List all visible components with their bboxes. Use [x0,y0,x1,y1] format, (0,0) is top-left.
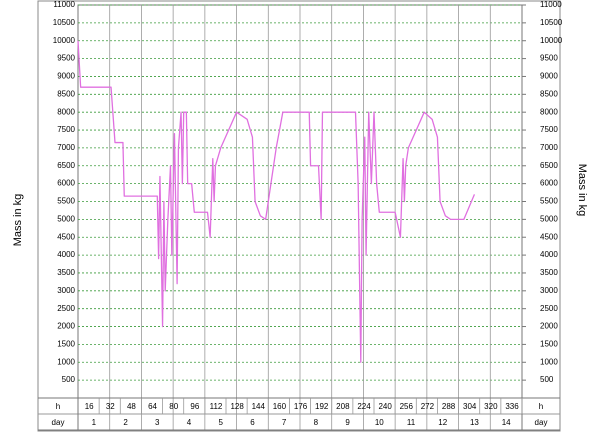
y-tick-label: 500 [62,375,76,384]
day-label: 6 [250,418,255,427]
y-tick-label: 7000 [57,143,75,152]
y-tick-label: 4000 [57,250,75,259]
y-tick-label: 9000 [57,72,75,81]
x-tick-label: 160 [273,402,287,411]
y-axis-title: Mass in kg [12,194,24,247]
y2-tick-label: 7500 [540,125,558,134]
y2-tick-label: 6000 [540,179,558,188]
y2-tick-label: 8500 [540,89,558,98]
day-label: 7 [282,418,287,427]
y-tick-label: 8500 [57,89,75,98]
y-tick-label: 6500 [57,161,75,170]
x-tick-label: 256 [400,402,414,411]
x-tick-label: 304 [463,402,477,411]
day-label: 1 [92,418,97,427]
day-label: 2 [123,418,128,427]
x-tick-label: 240 [378,402,392,411]
y-tick-label: 9500 [57,54,75,63]
day-label: 5 [218,418,223,427]
y-tick-label: 1000 [57,357,75,366]
y-tick-label: 5000 [57,214,75,223]
data-line [77,40,476,363]
x-tick-label: 176 [294,402,308,411]
y-tick-label: 8000 [57,107,75,116]
day-label: 4 [187,418,192,427]
y2-tick-label: 4500 [540,232,558,241]
y-tick-label: 7500 [57,125,75,134]
x-tick-label: 192 [315,402,329,411]
y2-tick-label: 500 [540,375,554,384]
x-tick-label: 336 [505,402,519,411]
x-tick-label: 320 [484,402,498,411]
y2-tick-label: 6500 [540,161,558,170]
y2-tick-label: 10500 [540,18,563,27]
x-tick-label: 128 [230,402,244,411]
x-tick-label: 208 [336,402,350,411]
x-tick-label: 48 [127,402,136,411]
y-tick-label: 2000 [57,322,75,331]
chart-frame [37,0,561,432]
y-tick-label: 11000 [53,0,75,9]
y2-tick-label: 9500 [540,54,558,63]
y2-tick-label: 8000 [540,107,558,116]
y-tick-label: 1500 [57,340,75,349]
day-label: 13 [470,418,479,427]
y2-tick-label: 1500 [540,340,558,349]
x-tick-label: 96 [190,402,199,411]
y2-tick-label: 4000 [540,250,558,259]
y-tick-label: 2500 [57,304,75,313]
x-tick-label: 16 [85,402,94,411]
y2-tick-label: 10000 [540,36,563,45]
y2-tick-label: 7000 [540,143,558,152]
y2-tick-label: 1000 [540,357,558,366]
y2-tick-label: 9000 [540,72,558,81]
y2-tick-label: 11000 [540,0,562,9]
y-tick-label: 6000 [57,179,75,188]
y2-tick-label: 2000 [540,322,558,331]
day-label: 12 [438,418,447,427]
x-tick-label: 288 [442,402,456,411]
y2-tick-label: 5000 [540,214,558,223]
row-label: day [52,418,65,427]
x-tick-label: 80 [169,402,178,411]
y2-tick-label: 5500 [540,197,558,206]
y2-tick-label: 3500 [540,268,558,277]
x-tick-label: 272 [421,402,435,411]
x-tick-label: 224 [357,402,371,411]
row-label: day [535,418,548,427]
y-tick-label: 3000 [57,286,75,295]
x-tick-label: 112 [210,402,223,411]
y-tick-label: 5500 [57,197,75,206]
x-tick-label: 32 [106,402,115,411]
x-tick-label: 144 [252,402,266,411]
day-label: 10 [375,418,384,427]
day-label: 8 [314,418,319,427]
y2-tick-label: 2500 [540,304,558,313]
y-tick-label: 10500 [53,18,76,27]
day-label: 9 [345,418,350,427]
row-label: h [56,402,60,411]
y-tick-label: 10000 [53,36,76,45]
day-label: 3 [155,418,160,427]
day-label: 14 [502,418,511,427]
y-tick-label: 4500 [57,232,75,241]
row-label: h [539,402,543,411]
day-label: 11 [407,418,416,427]
y2-axis-title: Mass in kg [576,164,588,217]
y2-tick-label: 3000 [540,286,558,295]
x-tick-label: 64 [148,402,157,411]
y-tick-label: 3500 [57,268,75,277]
